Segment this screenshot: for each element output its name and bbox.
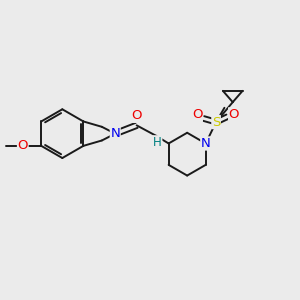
Text: O: O xyxy=(131,109,142,122)
Text: O: O xyxy=(192,108,202,122)
Text: N: N xyxy=(110,127,120,140)
Text: S: S xyxy=(212,116,220,129)
Text: O: O xyxy=(17,139,28,152)
Text: H: H xyxy=(153,136,162,149)
Text: O: O xyxy=(229,108,239,121)
Text: N: N xyxy=(201,137,211,150)
